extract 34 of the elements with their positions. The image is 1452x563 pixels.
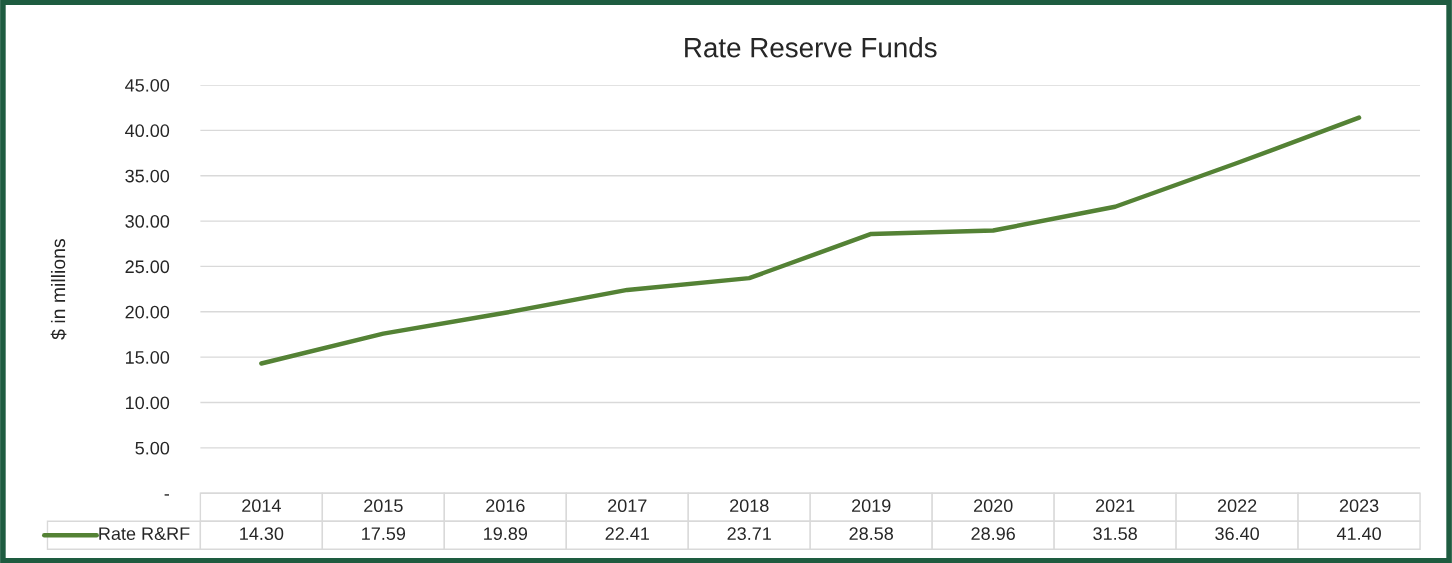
y-tick-label: 30.00: [125, 215, 170, 228]
x-tick-label: 2016: [486, 499, 525, 513]
x-tick-label: 2021: [1095, 499, 1135, 513]
y-axis-title: $ in millions: [50, 239, 67, 340]
x-tick-label: 2015: [364, 499, 403, 513]
x-tick-label: 2014: [242, 499, 281, 513]
x-tick-label: 2019: [852, 499, 891, 513]
data-label: 19.89: [484, 527, 528, 541]
y-tick-label: 40.00: [125, 124, 170, 138]
x-tick-label: 2022: [1217, 499, 1257, 513]
legend-label: Rate R&RF: [99, 527, 190, 541]
y-tick-label: 45.00: [125, 78, 170, 92]
data-label: 17.59: [362, 527, 406, 541]
y-tick-label: -: [164, 494, 170, 496]
data-label: 36.40: [1215, 527, 1259, 541]
line-series: [259, 115, 1362, 366]
chart-title: Rate Reserve Funds: [685, 37, 937, 58]
data-label: 41.40: [1336, 527, 1381, 541]
y-tick-label: 15.00: [126, 351, 170, 364]
x-tick-label: 2017: [608, 499, 647, 513]
x-tick-label: 2018: [730, 499, 769, 513]
y-tick-label: 20.00: [125, 305, 170, 319]
data-label: 28.96: [971, 527, 1015, 541]
y-tick-label: 10.00: [126, 396, 170, 410]
y-tick-label: 5.00: [135, 441, 170, 455]
y-tick-label: 35.00: [125, 169, 170, 183]
data-label: 22.41: [605, 527, 649, 540]
y-tick-label: 25.00: [125, 260, 170, 274]
x-tick-label: 2023: [1339, 499, 1379, 513]
x-tick-label: 2020: [974, 499, 1013, 513]
data-label: 31.58: [1093, 527, 1137, 541]
data-label: 28.58: [849, 527, 894, 541]
data-label: 23.71: [727, 527, 771, 541]
data-label: 14.30: [240, 527, 284, 541]
